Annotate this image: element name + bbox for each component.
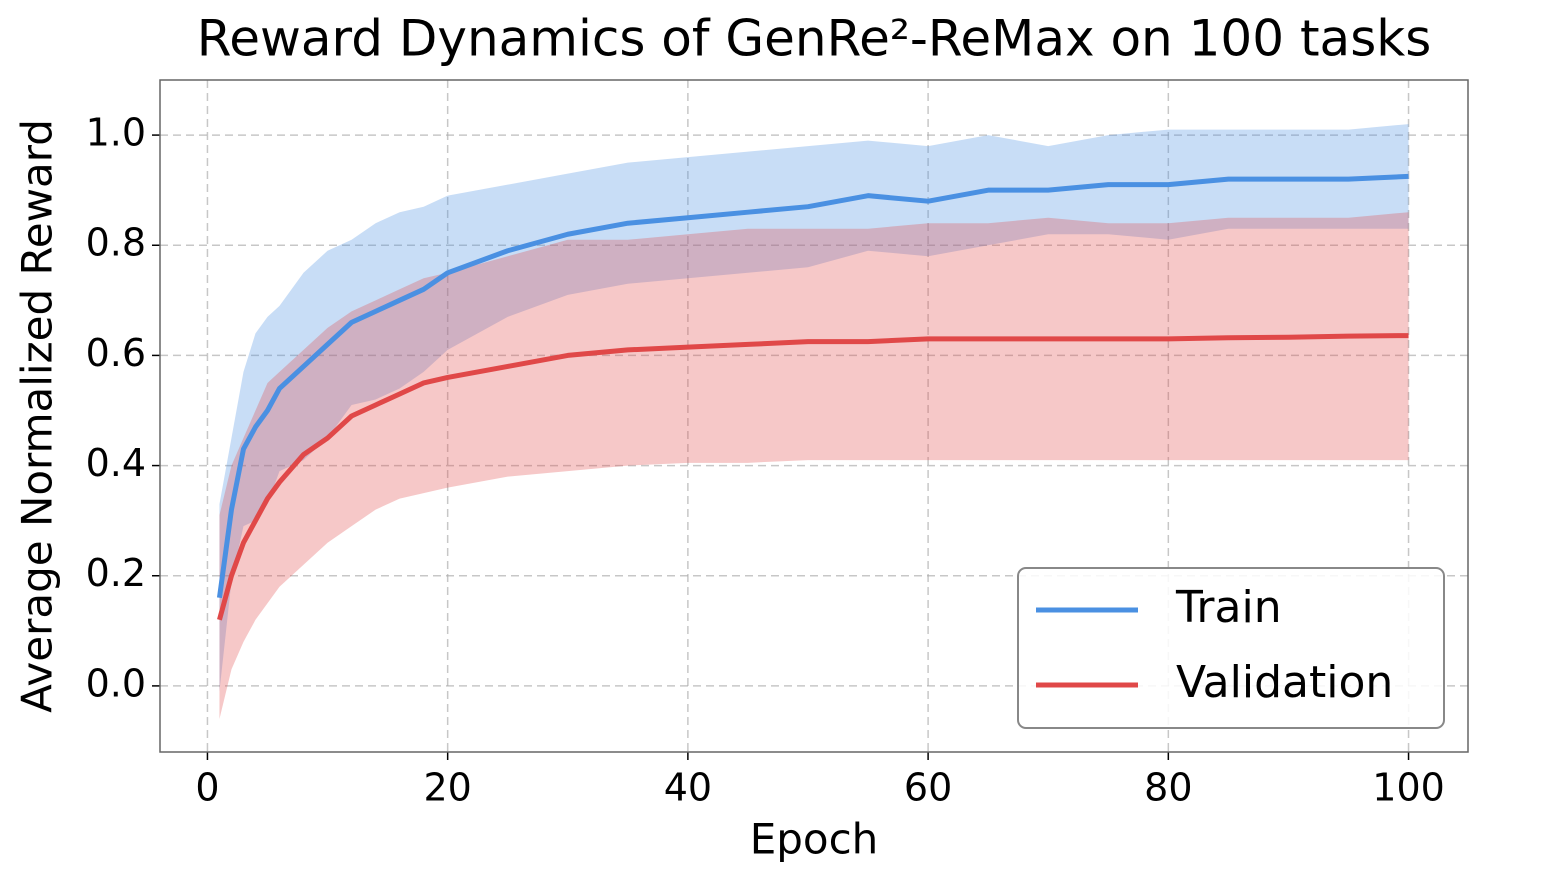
y-tick-label: 0.6	[86, 331, 146, 375]
line	[216, 173, 1409, 599]
line	[217, 333, 1409, 621]
legend-label: Validation	[1176, 657, 1393, 708]
x-tick-label: 40	[664, 766, 712, 810]
x-axis-label: Epoch	[750, 815, 879, 864]
y-axis-label: Average Normalized Reward	[13, 119, 62, 713]
error-band	[219, 124, 1409, 692]
x-tick-label: 100	[1372, 766, 1445, 810]
legend-label: Train	[1175, 582, 1282, 633]
chart-title: Reward Dynamics of GenRe²-ReMax on 100 t…	[197, 10, 1432, 68]
y-tick-label: 0.2	[86, 551, 146, 595]
plot-frame	[159, 79, 1469, 753]
y-tick-label: 1.0	[86, 111, 146, 155]
y-tick-label: 0.8	[86, 221, 146, 265]
y-tick-label: 0.4	[86, 441, 146, 485]
x-tick-label: 20	[423, 766, 471, 810]
x-tick-label: 60	[904, 766, 952, 810]
x-tick-label: 0	[195, 766, 219, 810]
x-tick-label: 80	[1144, 766, 1192, 810]
y-tick-label: 0.0	[86, 661, 146, 705]
